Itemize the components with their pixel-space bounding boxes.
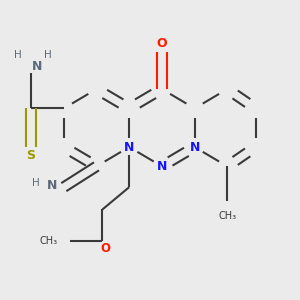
- Text: O: O: [100, 242, 110, 255]
- Text: N: N: [157, 160, 167, 173]
- Text: CH₃: CH₃: [40, 236, 58, 246]
- Text: H: H: [14, 50, 22, 60]
- Text: H: H: [44, 50, 51, 60]
- Text: CH₃: CH₃: [218, 211, 236, 221]
- Text: H: H: [32, 178, 39, 188]
- Text: N: N: [47, 179, 57, 192]
- Text: N: N: [124, 140, 134, 154]
- Text: O: O: [157, 37, 167, 50]
- Text: N: N: [32, 60, 42, 73]
- Text: S: S: [27, 149, 36, 162]
- Text: N: N: [189, 140, 200, 154]
